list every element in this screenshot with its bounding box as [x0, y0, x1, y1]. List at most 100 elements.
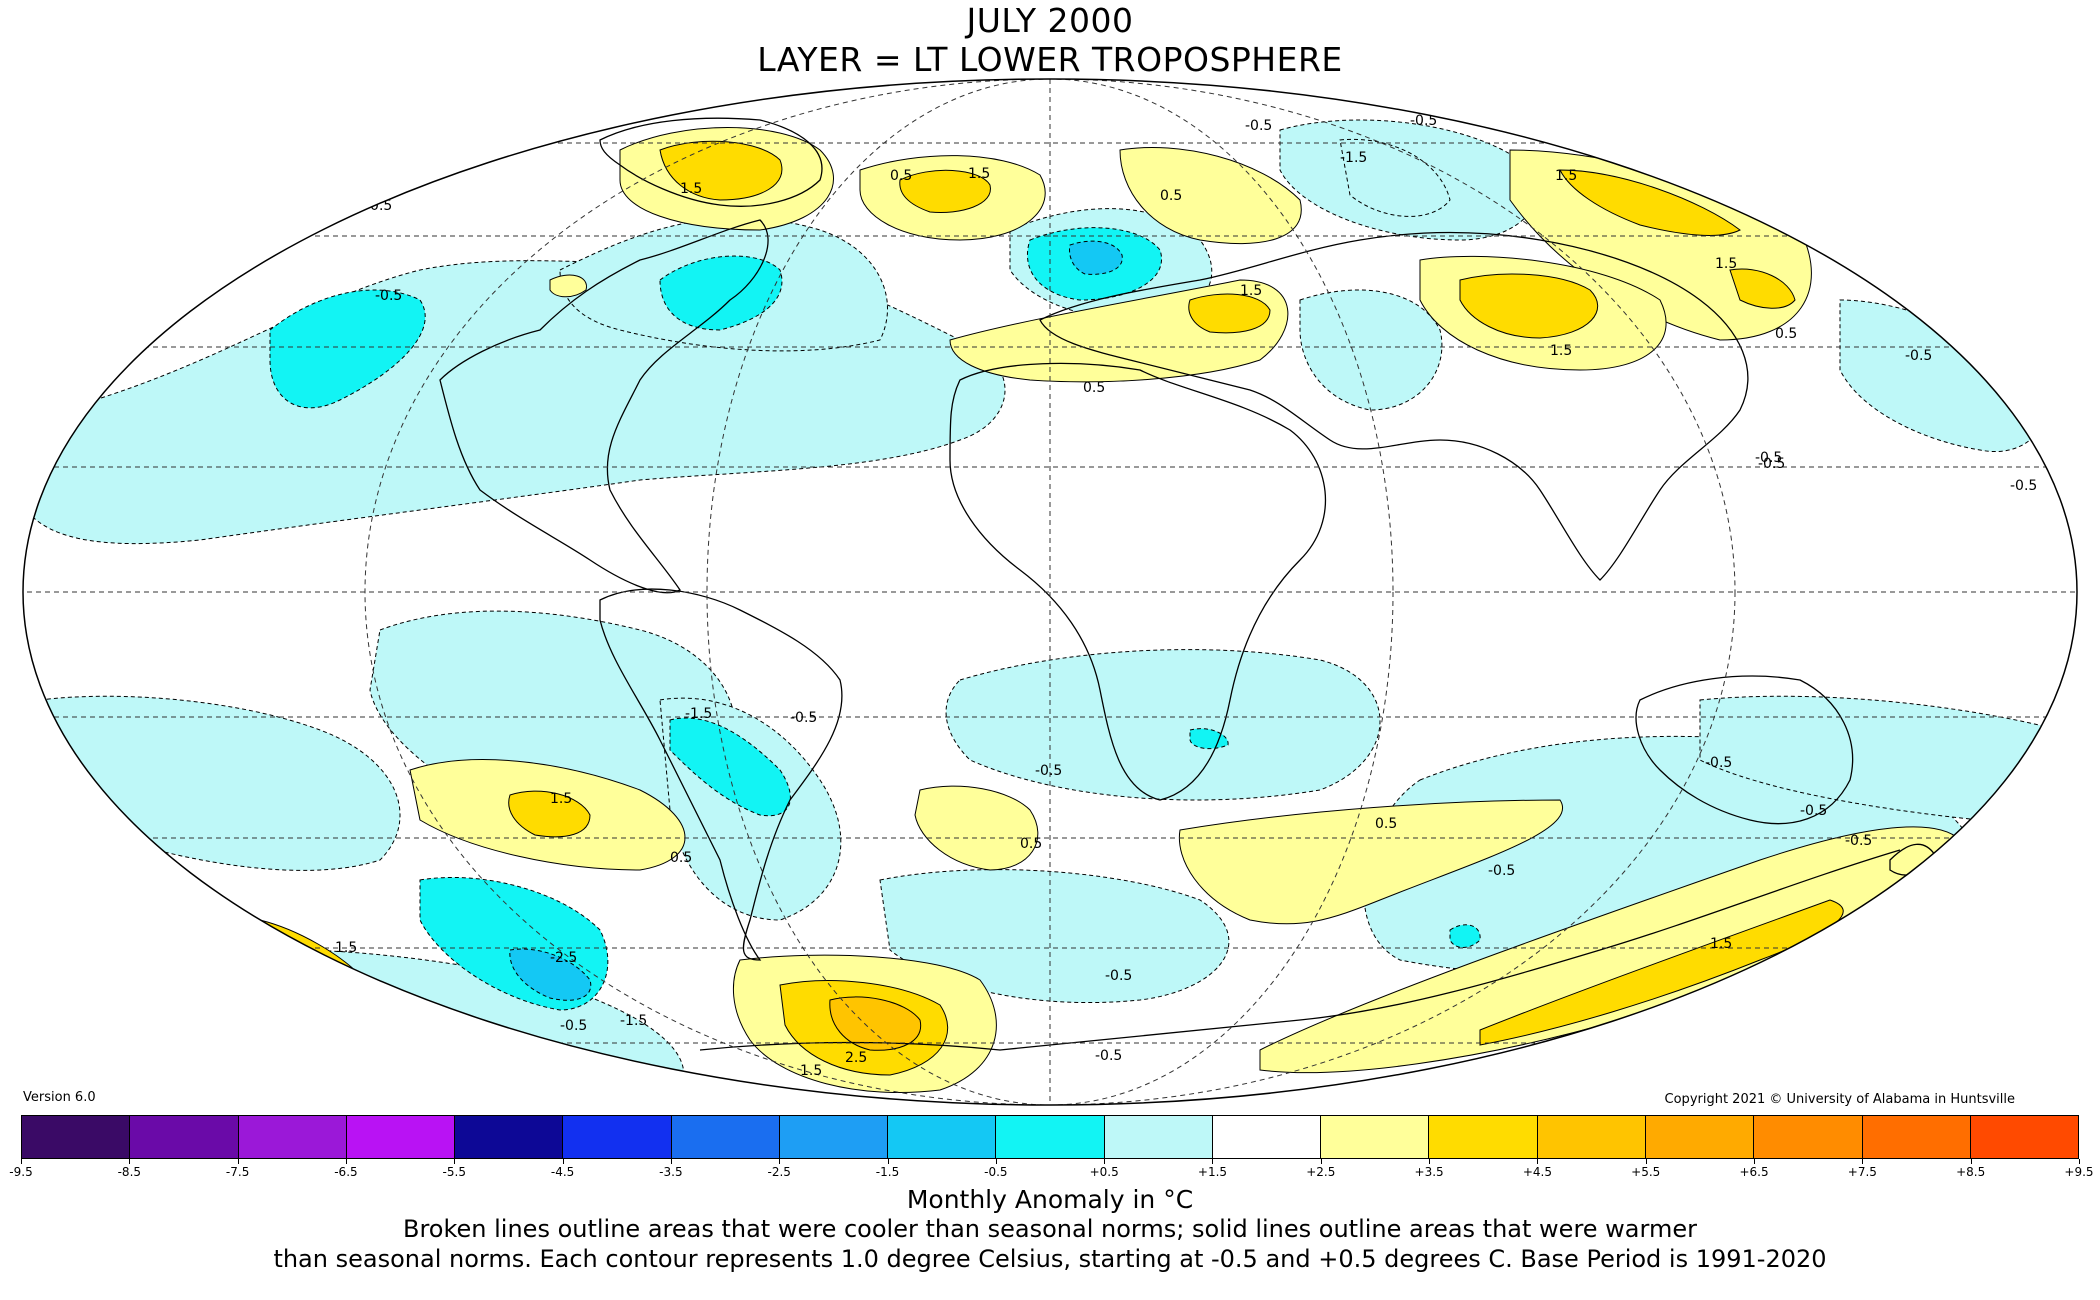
- greenland-coast: [599, 117, 823, 207]
- contour-label: -0.5: [1245, 118, 1272, 134]
- contour-label: -0.5: [1845, 833, 1872, 849]
- colorbar-tick-mark: [1970, 1159, 1972, 1164]
- colorbar-tick-label: +2.5: [1306, 1165, 1336, 1179]
- colorbar-tick-label: -2.5: [767, 1165, 791, 1179]
- contour-label: 1.5: [1710, 936, 1732, 952]
- contour-label: -0.5: [1705, 755, 1732, 771]
- warm-strong-antarctic-atlantic: [829, 996, 922, 1051]
- colorbar: [21, 1115, 2079, 1159]
- warm-core-mediterranean: [1188, 293, 1271, 334]
- colorbar-tick-label: -4.5: [550, 1165, 575, 1179]
- warm-core-greenland: [659, 140, 783, 201]
- warm-core-northeast-asia: [1559, 169, 1741, 236]
- colorbar-tick-mark: [345, 1159, 347, 1164]
- colorbar-bin: [1862, 1116, 1971, 1158]
- cool-core-europe-center: [1069, 240, 1123, 275]
- contour-label: -1.5: [620, 1013, 647, 1029]
- contour-label: -0.5: [1488, 863, 1515, 879]
- colorbar-tick-label: -3.5: [659, 1165, 683, 1179]
- cool-core-southern-ocean: [1449, 924, 1481, 948]
- cool-core-atlantic: [659, 255, 783, 331]
- colorbar-bin: [1212, 1116, 1322, 1158]
- cool-core-south-america: [669, 717, 791, 817]
- cool-region-middle-east: [1299, 289, 1443, 411]
- caption-line-2: than seasonal norms. Each contour repres…: [273, 1245, 1827, 1273]
- contour-label: -0.5: [1035, 763, 1062, 779]
- contour-label: 1.5: [335, 940, 357, 956]
- colorbar-tick-mark: [2079, 1159, 2080, 1164]
- colorbar-tick-mark: [1429, 1159, 1431, 1164]
- contour-label: -1.5: [685, 706, 712, 722]
- contour-labels: 1.5 1.5 0.5 0.5 -1.5 -0.5 -0.5 1.5 1.5 1…: [335, 106, 2037, 1079]
- chart-subtitle: LAYER = LT LOWER TROPOSPHERE: [757, 40, 1343, 79]
- contour-label: 1.5: [1550, 343, 1572, 359]
- colorbar-bin: [346, 1116, 456, 1158]
- colorbar-tick-mark: [1212, 1159, 1214, 1164]
- colorbar-tick-mark: [887, 1159, 889, 1164]
- colorbar-label: Monthly Anomaly in °C: [906, 1185, 1194, 1214]
- colorbar-tick-label: +6.5: [1739, 1165, 1769, 1179]
- australia-coast: [1635, 675, 1854, 825]
- contour-label: 1.5: [1555, 168, 1577, 184]
- warm-core-north-atlantic: [899, 169, 991, 214]
- meridian-ellipse-inner: [706, 79, 1394, 1105]
- copyright-label: Copyright 2021 © University of Alabama i…: [1664, 1092, 2015, 1107]
- colorbar-tick-label: -9.5: [9, 1165, 33, 1179]
- chart-title: JULY 2000: [966, 1, 1134, 40]
- colorbar-bin: [1104, 1116, 1213, 1158]
- colorbar-tick-mark: [995, 1159, 997, 1164]
- cool-anomaly-cores: [269, 138, 1481, 1011]
- colorbar-tick-label: -8.5: [117, 1165, 142, 1179]
- warm-core-asia-coast: [1729, 268, 1796, 309]
- contour-label: -0.5: [1800, 803, 1827, 819]
- contour-label: 2.5: [845, 1050, 867, 1066]
- contour-label: -0.5: [1410, 113, 1437, 129]
- colorbar-tick-mark: [237, 1159, 239, 1164]
- colorbar-tick-label: +3.5: [1414, 1165, 1444, 1179]
- warm-region-scandinavia: [1119, 147, 1302, 245]
- colorbar-bin: [563, 1116, 672, 1158]
- colorbar-tick-label: +0.5: [1089, 1165, 1119, 1179]
- warm-anomaly-strong: [829, 996, 922, 1051]
- colorbar-tick-mark: [1862, 1159, 1864, 1164]
- colorbar-tick-mark: [454, 1159, 456, 1164]
- colorbar-tick-label: +7.5: [1847, 1165, 1877, 1179]
- contour-label: -0.5: [1095, 1048, 1122, 1064]
- contour-label: 1.5: [1240, 283, 1262, 299]
- contour-label: -0.5: [1105, 968, 1132, 984]
- contour-label: -1.5: [1340, 150, 1367, 166]
- warm-core-south-pacific: [508, 790, 591, 838]
- contour-label: -2.5: [550, 950, 577, 966]
- contour-label: -0.5: [375, 288, 402, 304]
- colorbar-tick-label: -7.5: [225, 1165, 250, 1179]
- contour-label: 0.5: [670, 850, 692, 866]
- cool-core-siberia: [1339, 138, 1451, 217]
- contour-label: -0.5: [2010, 478, 2037, 494]
- colorbar-bin: [1429, 1116, 1538, 1158]
- colorbar-tick-mark: [562, 1159, 564, 1164]
- colorbar-tick-label: +5.5: [1631, 1165, 1661, 1179]
- colorbar-tick-mark: [1645, 1159, 1647, 1164]
- antarctica-coast: [699, 849, 1901, 1051]
- contour-label: -0.5: [790, 710, 817, 726]
- cool-core-south-pacific-deep: [509, 948, 592, 1001]
- colorbar-tick-label: -0.5: [984, 1165, 1008, 1179]
- colorbar-tick-mark: [1320, 1159, 1322, 1164]
- colorbar-bin: [130, 1116, 239, 1158]
- colorbar-tick-mark: [779, 1159, 781, 1164]
- meridian-ellipse-outer: [364, 79, 1736, 1105]
- colorbar-bin: [1645, 1116, 1755, 1158]
- warm-region-small-atlantic: [549, 274, 587, 298]
- contour-label: 1.5: [680, 181, 702, 197]
- colorbar-bin: [1537, 1116, 1646, 1158]
- colorbar-tick-mark: [670, 1159, 672, 1164]
- colorbar-tick-mark: [21, 1159, 22, 1164]
- colorbar-tick-label: +9.5: [2064, 1165, 2094, 1179]
- contour-label: -0.5: [560, 1018, 587, 1034]
- contour-label: 1.5: [968, 166, 990, 182]
- contour-label: 1.5: [800, 1063, 822, 1079]
- contour-label: -0.5: [1905, 348, 1932, 364]
